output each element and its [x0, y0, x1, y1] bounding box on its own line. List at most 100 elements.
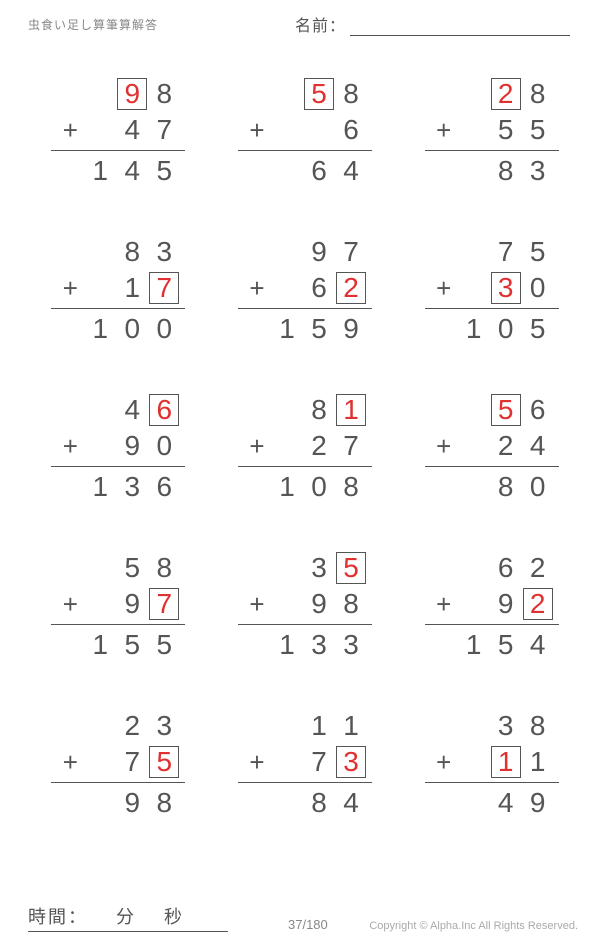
- problem: 75 +30 105: [413, 234, 570, 392]
- plus-sign: +: [243, 429, 271, 463]
- digit-row: +11: [430, 744, 554, 780]
- sum-rule: [51, 150, 185, 151]
- plus-sign: +: [430, 745, 458, 779]
- answer-box[interactable]: 5: [149, 746, 179, 778]
- problem: 56+2480: [413, 392, 570, 550]
- digit-cell: 1: [271, 312, 303, 346]
- digit-row: 58: [243, 76, 367, 112]
- digit-row: 145: [56, 153, 180, 189]
- digit-row: 38: [430, 708, 554, 744]
- digit-cell: 5: [490, 113, 522, 147]
- spacer: [243, 470, 271, 504]
- spacer: [56, 235, 84, 269]
- digit-row: +98: [243, 586, 367, 622]
- digit-cell: 1: [271, 470, 303, 504]
- answer-box[interactable]: 5: [336, 552, 366, 584]
- digit-cell: 1: [271, 628, 303, 662]
- digit-cell: [271, 709, 303, 743]
- spacer: [56, 709, 84, 743]
- digit-cell: [271, 77, 303, 111]
- answer-box[interactable]: 6: [149, 394, 179, 426]
- digit-cell: [271, 393, 303, 427]
- answer-box[interactable]: 3: [491, 272, 521, 304]
- answer-box[interactable]: 2: [491, 78, 521, 110]
- digit-cell: 4: [116, 393, 148, 427]
- time-field[interactable]: 時間： 分 秒: [28, 903, 228, 932]
- problem: 11+7384: [227, 708, 384, 866]
- digit-row: 108: [243, 469, 367, 505]
- answer-box[interactable]: 7: [149, 272, 179, 304]
- digit-cell: [84, 429, 116, 463]
- sum-rule: [425, 150, 559, 151]
- digit-cell: [271, 587, 303, 621]
- digit-cell: [458, 429, 490, 463]
- sum-rule: [425, 782, 559, 783]
- digit-cell: 3: [303, 628, 335, 662]
- digit-cell: 0: [148, 312, 180, 346]
- digit-cell: 3: [148, 235, 180, 269]
- digit-cell: 8: [116, 235, 148, 269]
- digit-cell: 5: [148, 628, 180, 662]
- sum-rule: [51, 466, 185, 467]
- spacer: [56, 551, 84, 585]
- plus-sign: +: [56, 113, 84, 147]
- plus-sign: +: [243, 587, 271, 621]
- plus-sign: +: [56, 587, 84, 621]
- sum-rule: [238, 782, 372, 783]
- plus-sign: +: [430, 271, 458, 305]
- worksheet-title: 虫食い足し算筆算解答: [28, 16, 158, 33]
- problems-grid: 98+4714558+66428+558383+1710097+6215975+…: [0, 36, 600, 866]
- plus-sign: +: [56, 271, 84, 305]
- footer: 時間： 分 秒 37/180 Copyright © Alpha.Inc All…: [0, 903, 600, 932]
- digit-row: 83: [56, 234, 180, 270]
- answer-box[interactable]: 7: [149, 588, 179, 620]
- digit-row: 46: [56, 392, 180, 428]
- spacer: [430, 470, 458, 504]
- digit-row: 136: [56, 469, 180, 505]
- digit-row: +75: [56, 744, 180, 780]
- digit-row: 105: [430, 311, 554, 347]
- spacer: [56, 470, 84, 504]
- answer-box[interactable]: 2: [336, 272, 366, 304]
- answer-box[interactable]: 5: [491, 394, 521, 426]
- digit-cell: [271, 786, 303, 820]
- digit-cell: 3: [148, 709, 180, 743]
- answer-box[interactable]: 1: [336, 394, 366, 426]
- problem: 46+90136: [40, 392, 197, 550]
- digit-cell: 8: [335, 587, 367, 621]
- digit-cell: 7: [490, 235, 522, 269]
- digit-cell: 4: [116, 154, 148, 188]
- answer-box[interactable]: 2: [523, 588, 553, 620]
- digit-cell: 1: [116, 271, 148, 305]
- spacer: [430, 628, 458, 662]
- plus-sign: +: [56, 745, 84, 779]
- answer-box[interactable]: 1: [491, 746, 521, 778]
- spacer: [430, 551, 458, 585]
- problem: 81+27108: [227, 392, 384, 550]
- digit-cell: 0: [522, 271, 554, 305]
- digit-cell: 6: [148, 470, 180, 504]
- answer-box[interactable]: 3: [336, 746, 366, 778]
- digit-cell: 9: [522, 786, 554, 820]
- answer-box[interactable]: 5: [304, 78, 334, 110]
- digit-cell: 5: [522, 235, 554, 269]
- digit-cell: 8: [522, 709, 554, 743]
- digit-cell: 5: [303, 312, 335, 346]
- sum-rule: [51, 782, 185, 783]
- digit-cell: 0: [148, 429, 180, 463]
- answer-box[interactable]: 9: [117, 78, 147, 110]
- digit-cell: 1: [458, 312, 490, 346]
- digit-row: 35: [243, 550, 367, 586]
- name-input-line[interactable]: [350, 18, 570, 36]
- digit-cell: 1: [84, 470, 116, 504]
- digit-cell: 7: [116, 745, 148, 779]
- digit-cell: 7: [335, 235, 367, 269]
- digit-cell: 1: [84, 312, 116, 346]
- problem: 23+7598: [40, 708, 197, 866]
- digit-cell: 1: [84, 154, 116, 188]
- digit-cell: 9: [490, 587, 522, 621]
- digit-row: +47: [56, 112, 180, 148]
- digit-row: 28: [430, 76, 554, 112]
- digit-cell: 6: [522, 393, 554, 427]
- digit-row: 23: [56, 708, 180, 744]
